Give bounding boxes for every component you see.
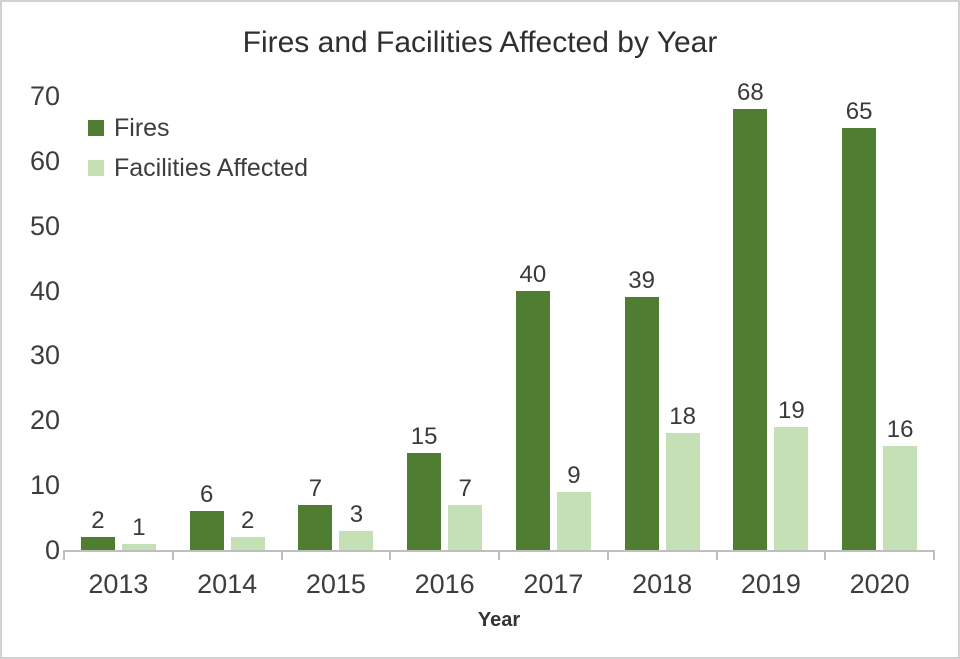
legend-item-fires: Fires xyxy=(88,114,170,142)
bar-value-label: 19 xyxy=(778,396,805,424)
legend-swatch xyxy=(88,160,104,176)
x-category-label: 2016 xyxy=(414,569,475,599)
x-category-label: 2014 xyxy=(197,569,258,599)
x-tick-mark xyxy=(389,550,392,560)
y-tick-label: 60 xyxy=(29,145,60,176)
x-category-label: 2020 xyxy=(849,569,910,599)
bar-facilities-affected-2020 xyxy=(883,446,918,550)
x-axis-title: Year xyxy=(477,609,521,631)
bar-fires-2013 xyxy=(80,537,115,550)
bar-value-label: 39 xyxy=(628,267,655,295)
x-tick-mark xyxy=(498,550,500,560)
x-tick-mark xyxy=(933,550,935,560)
legend-item-facilities-affected: Facilities Affected xyxy=(88,154,309,182)
y-tick-label: 30 xyxy=(29,340,60,371)
bar-value-label: 9 xyxy=(567,461,581,489)
x-tick-mark xyxy=(715,550,718,560)
y-tick-label: 20 xyxy=(29,405,60,436)
bar-value-label: 18 xyxy=(669,403,696,431)
bar-fires-2015 xyxy=(298,504,333,550)
x-category-label: 2018 xyxy=(632,569,693,599)
legend-label: Fires xyxy=(114,114,170,142)
y-tick-label: 10 xyxy=(29,470,60,501)
bar-value-label: 2 xyxy=(91,507,105,535)
y-tick-label: 40 xyxy=(29,275,60,306)
bar-value-label: 1 xyxy=(132,513,146,541)
bar-value-label: 6 xyxy=(199,481,214,509)
bar-value-label: 7 xyxy=(458,474,472,502)
bar-fires-2017 xyxy=(515,290,550,550)
bar-value-label: 3 xyxy=(349,500,364,528)
bar-facilities-affected-2019 xyxy=(774,426,809,550)
bar-facilities-affected-2016 xyxy=(448,504,483,550)
bar-fires-2016 xyxy=(407,452,442,550)
bar-fires-2014 xyxy=(189,511,224,550)
bar-value-label: 68 xyxy=(737,78,764,106)
y-tick-label: 0 xyxy=(44,535,60,565)
x-tick-mark xyxy=(280,550,283,560)
x-tick-mark xyxy=(606,550,609,560)
legend-swatch xyxy=(88,120,104,136)
x-category-label: 2017 xyxy=(523,569,584,599)
bar-facilities-affected-2015 xyxy=(339,530,374,550)
bar-value-label: 15 xyxy=(410,422,438,450)
y-tick-label: 70 xyxy=(29,81,60,111)
bar-value-label: 65 xyxy=(845,98,873,126)
bar-fires-2018 xyxy=(624,297,659,550)
x-tick-mark xyxy=(171,550,174,560)
bar-fires-2019 xyxy=(733,108,768,550)
bar-value-label: 7 xyxy=(308,474,323,502)
bar-facilities-affected-2014 xyxy=(230,537,265,550)
bar-facilities-affected-2018 xyxy=(665,433,700,550)
bar-value-label: 2 xyxy=(240,507,255,535)
x-category-label: 2015 xyxy=(305,569,366,599)
x-category-label: 2013 xyxy=(88,569,149,599)
x-tick-mark xyxy=(824,550,827,560)
legend-label: Facilities Affected xyxy=(114,154,309,182)
bar-fires-2020 xyxy=(842,128,877,550)
chart-title: Fires and Facilities Affected by Year xyxy=(242,26,718,59)
y-tick-label: 50 xyxy=(29,210,60,241)
bar-facilities-affected-2013 xyxy=(121,543,156,550)
bar-value-label: 40 xyxy=(519,260,547,288)
bar-facilities-affected-2017 xyxy=(556,491,591,550)
x-tick-mark xyxy=(63,550,65,560)
x-category-label: 2019 xyxy=(740,569,801,599)
bar-value-label: 16 xyxy=(886,416,914,444)
